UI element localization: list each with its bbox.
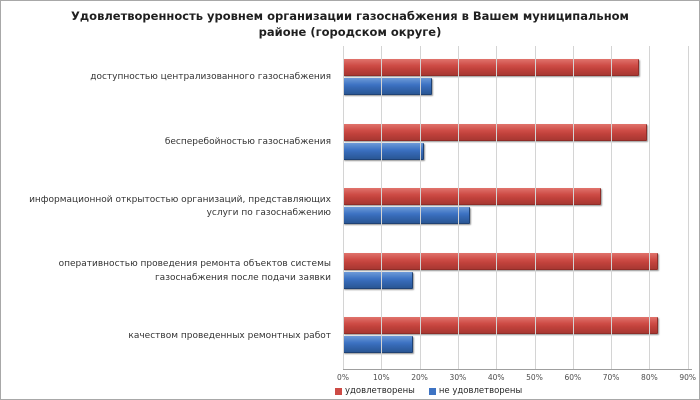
- x-tick-label: 40%: [487, 373, 505, 382]
- chart-title: Удовлетворенность уровнем организации га…: [71, 9, 629, 40]
- bar-satisfied: [343, 317, 659, 335]
- legend-marker-icon: [335, 387, 342, 395]
- bar-satisfied: [343, 252, 659, 270]
- gridline: [419, 46, 421, 369]
- x-tick-label: 30%: [449, 373, 467, 382]
- x-tick-label: 90%: [679, 373, 697, 382]
- category-label: информационной открытостью организаций, …: [29, 194, 331, 219]
- legend-item: не удовлетворены: [428, 386, 523, 396]
- bar-group: [343, 111, 692, 176]
- legend-label: не удовлетворены: [438, 386, 523, 396]
- gridline: [381, 46, 383, 369]
- gridline: [343, 46, 344, 369]
- bar-not-satisfied: [343, 142, 425, 160]
- bar-group: [343, 240, 692, 305]
- bar-satisfied: [343, 59, 639, 76]
- value-axis: 0% 10% 20% 30% 40% 50% 60% 70% 80% 90%: [1, 373, 699, 385]
- gridline: [687, 46, 689, 369]
- category-axis: доступностью централизованного газоснабж…: [1, 46, 335, 369]
- x-tick-label: 70%: [602, 373, 620, 382]
- bar-not-satisfied: [343, 207, 471, 225]
- bar-group: [343, 175, 692, 240]
- legend-marker-icon: [428, 387, 436, 395]
- bar-satisfied: [343, 123, 647, 141]
- legend-label: удовлетворены: [345, 386, 415, 396]
- legend: удовлетворены не удовлетворены: [335, 386, 522, 396]
- bar-not-satisfied: [343, 271, 413, 289]
- bar-group: [343, 304, 692, 369]
- x-tick-label: 50%: [526, 373, 543, 382]
- x-tick-label: 60%: [564, 373, 582, 382]
- legend-item: удовлетворены: [335, 386, 415, 396]
- gridline: [457, 46, 459, 369]
- x-tick-label: 10%: [372, 373, 390, 382]
- gridline: [649, 46, 651, 369]
- gridline: [496, 46, 498, 369]
- category-label: качеством проведенных ремонтных работ: [128, 330, 331, 341]
- gridline: [534, 46, 536, 369]
- category-label: доступностью централизованного газоснабж…: [90, 72, 331, 83]
- x-tick-label: 0%: [337, 373, 349, 382]
- bar-not-satisfied: [343, 336, 413, 354]
- plot-area: [343, 46, 692, 370]
- gridline: [572, 46, 574, 369]
- category-label: бесперебойностью газоснабжения: [164, 136, 331, 147]
- gridline: [611, 46, 613, 369]
- bar-rows: [343, 46, 692, 369]
- x-tick-label: 80%: [641, 373, 658, 382]
- x-tick-label: 20%: [411, 373, 428, 382]
- bar-satisfied: [343, 188, 601, 206]
- bar-not-satisfied: [343, 78, 433, 95]
- category-label: оперативностью проведения ремонта объект…: [58, 259, 331, 284]
- bar-group: [343, 46, 692, 111]
